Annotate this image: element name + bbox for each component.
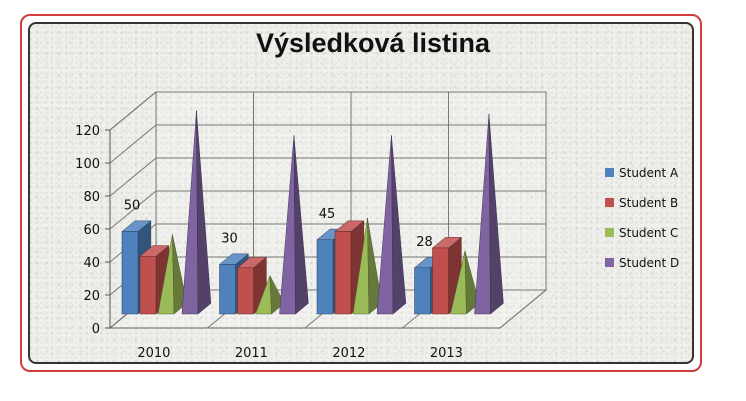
data-label: 28 [416, 235, 433, 250]
data-label: 45 [319, 207, 336, 222]
y-tick-label: 0 [92, 322, 100, 337]
y-tick-label: 40 [83, 256, 100, 271]
data-label: 50 [124, 199, 141, 214]
legend-swatch [605, 168, 614, 177]
y-tick-label: 20 [83, 289, 100, 304]
bar [432, 247, 449, 315]
legend-item: Student B [619, 196, 678, 210]
pyramid-side [367, 217, 383, 315]
legend-item: Student A [619, 166, 679, 180]
pyramid-side [293, 135, 309, 315]
legend-item: Student C [619, 226, 678, 240]
bar [334, 231, 352, 315]
legend-swatch [605, 228, 614, 237]
floor-gridline [499, 289, 547, 329]
legend-item: Student D [619, 256, 679, 270]
y-tick-label: 80 [83, 190, 100, 205]
y-tick-label: 100 [75, 157, 100, 172]
data-label: 30 [221, 232, 238, 247]
x-tick-label: 2013 [430, 346, 463, 361]
chart-title: Výsledková listina [255, 28, 491, 58]
x-tick-label: 2011 [235, 346, 268, 361]
legend-swatch [605, 258, 614, 267]
y-tick-label: 120 [75, 124, 100, 139]
y-tick-label: 60 [83, 223, 100, 238]
pyramid-side [488, 113, 504, 315]
bar [237, 267, 254, 315]
bar [121, 231, 139, 315]
bar [414, 267, 431, 315]
bar [139, 256, 157, 315]
pyramid-side [391, 135, 407, 315]
x-tick-label: 2010 [137, 346, 170, 361]
pyramid-side [196, 110, 212, 315]
bar [316, 239, 334, 315]
bar [219, 264, 236, 315]
x-tick-label: 2012 [332, 346, 365, 361]
legend-swatch [605, 198, 614, 207]
